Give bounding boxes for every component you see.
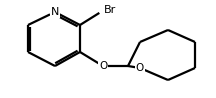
Text: O: O	[136, 63, 144, 73]
Text: Br: Br	[104, 5, 116, 15]
Text: O: O	[99, 61, 107, 71]
Text: N: N	[51, 7, 59, 17]
